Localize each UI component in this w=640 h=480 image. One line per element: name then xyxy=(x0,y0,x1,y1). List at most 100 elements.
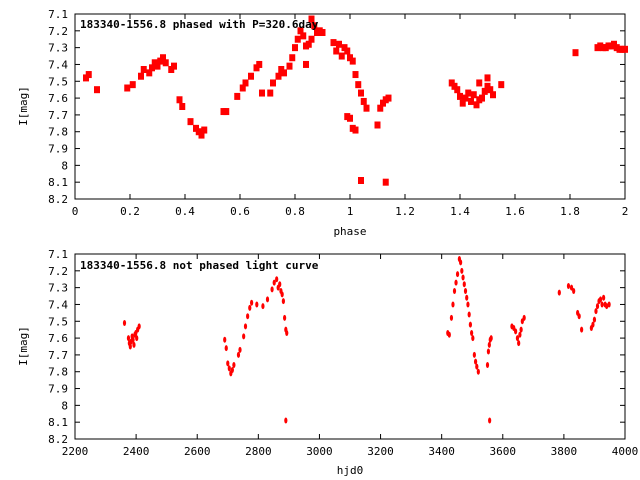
data-point xyxy=(140,66,147,73)
light-curve-y-tick-label: 8 xyxy=(61,399,68,412)
data-point xyxy=(358,177,364,184)
data-point xyxy=(517,340,521,347)
data-point xyxy=(468,321,472,328)
phased-y-tick-label: 7.6 xyxy=(48,92,68,105)
data-point xyxy=(382,178,389,186)
light-curve-x-tick-label: 4000 xyxy=(612,445,639,458)
data-point xyxy=(490,91,496,99)
light-curve-x-tick-label: 2600 xyxy=(184,445,211,458)
data-point xyxy=(481,87,488,95)
light-curve-x-tick-label: 3400 xyxy=(428,445,455,458)
data-point xyxy=(577,313,581,320)
light-curve-y-tick-label: 7.1 xyxy=(48,248,68,261)
data-point xyxy=(607,301,611,308)
data-point xyxy=(300,32,307,40)
data-point xyxy=(238,346,242,353)
light-curve-y-tick-label: 7.5 xyxy=(48,315,68,328)
data-point xyxy=(179,103,186,110)
data-point xyxy=(239,84,246,92)
data-point xyxy=(452,288,457,294)
data-point xyxy=(124,84,131,92)
data-point xyxy=(248,304,252,311)
data-point xyxy=(149,64,155,72)
phased-x-tick-label: 0.4 xyxy=(175,205,195,218)
data-point xyxy=(305,40,312,48)
data-point xyxy=(476,79,483,87)
data-point xyxy=(176,96,183,104)
data-point xyxy=(557,289,561,296)
phased-y-tick-label: 8.2 xyxy=(48,193,68,206)
data-point xyxy=(455,271,460,278)
phased-plot-title: 183340-1556.8 phased with P=320.6day xyxy=(80,18,319,31)
phased-x-tick-label: 1.2 xyxy=(395,205,415,218)
data-point xyxy=(308,35,315,43)
phased-y-tick-label: 7.8 xyxy=(48,126,68,139)
light-curve-x-tick-label: 2200 xyxy=(62,445,89,458)
data-point xyxy=(360,97,367,105)
data-point xyxy=(462,94,469,102)
data-point xyxy=(358,89,364,97)
light-curve-x-tick-label: 2800 xyxy=(245,445,272,458)
light-curve-y-axis-label: I[mag] xyxy=(17,326,30,366)
data-point xyxy=(473,358,478,365)
data-point xyxy=(223,108,230,116)
light-curve-plot-frame xyxy=(74,253,626,440)
data-point xyxy=(154,62,161,70)
data-point xyxy=(457,92,463,100)
phased-x-axis-label: phase xyxy=(333,225,366,238)
light-curve-x-axis-label: hjd0 xyxy=(337,464,364,477)
phased-x-axis: 0 0.2 0.4 0.6 0.8 1 1.2 1.4 1.6 1.8 2 xyxy=(72,14,629,218)
light-curve-x-tick-label: 3800 xyxy=(551,445,578,458)
data-point xyxy=(374,121,381,129)
data-point xyxy=(498,81,505,89)
data-point xyxy=(286,62,293,70)
data-point xyxy=(461,274,465,281)
data-point xyxy=(122,319,127,326)
data-point xyxy=(515,335,520,342)
data-point xyxy=(572,49,579,57)
light-curve-y-axis: 7.1 7.2 7.3 7.4 7.5 7.6 7.7 7.8 7.9 8 8.1 8.2 xyxy=(48,248,625,446)
data-point xyxy=(292,44,298,52)
phased-y-axis: 7.1 7.2 7.3 7.4 7.5 7.6 7.7 7.8 7.9 8 8.1 8.2 xyxy=(48,8,625,206)
data-point xyxy=(131,336,135,343)
data-point xyxy=(278,281,282,288)
data-point xyxy=(333,47,340,55)
data-point xyxy=(94,86,100,94)
data-point xyxy=(226,360,230,367)
data-point xyxy=(572,288,576,294)
data-point xyxy=(447,331,451,338)
data-point xyxy=(319,29,326,36)
data-point xyxy=(488,417,492,424)
phased-y-tick-label: 7.3 xyxy=(48,42,68,55)
data-point xyxy=(349,57,356,65)
data-point xyxy=(137,323,141,330)
phased-x-tick-label: 0.2 xyxy=(120,205,140,218)
data-point xyxy=(352,126,359,134)
phased-x-tick-label: 2 xyxy=(622,205,629,218)
light-curve-y-tick-label: 7.2 xyxy=(48,265,68,278)
phased-y-tick-label: 8 xyxy=(61,159,68,172)
data-point xyxy=(308,15,315,23)
data-point xyxy=(294,35,301,43)
data-point xyxy=(476,368,480,375)
phased-y-tick-label: 7.2 xyxy=(48,25,68,38)
data-point xyxy=(594,308,598,315)
light-curve-x-axis: 2200 2400 2600 2800 3000 3200 3400 3600 3800 4000 xyxy=(62,254,639,458)
light-curve-y-tick-label: 7.9 xyxy=(48,383,68,396)
data-point xyxy=(519,326,523,333)
data-point xyxy=(465,294,469,301)
data-point xyxy=(595,303,600,310)
data-point xyxy=(135,335,139,342)
data-point xyxy=(330,39,337,47)
data-point xyxy=(465,89,472,97)
data-point xyxy=(344,47,351,55)
data-point xyxy=(281,69,287,77)
light-curve-y-tick-label: 7.7 xyxy=(48,349,68,362)
data-point xyxy=(470,91,477,99)
phased-y-tick-label: 8.1 xyxy=(48,176,68,189)
data-point xyxy=(459,259,463,266)
data-point xyxy=(454,86,461,94)
data-point xyxy=(602,294,606,301)
